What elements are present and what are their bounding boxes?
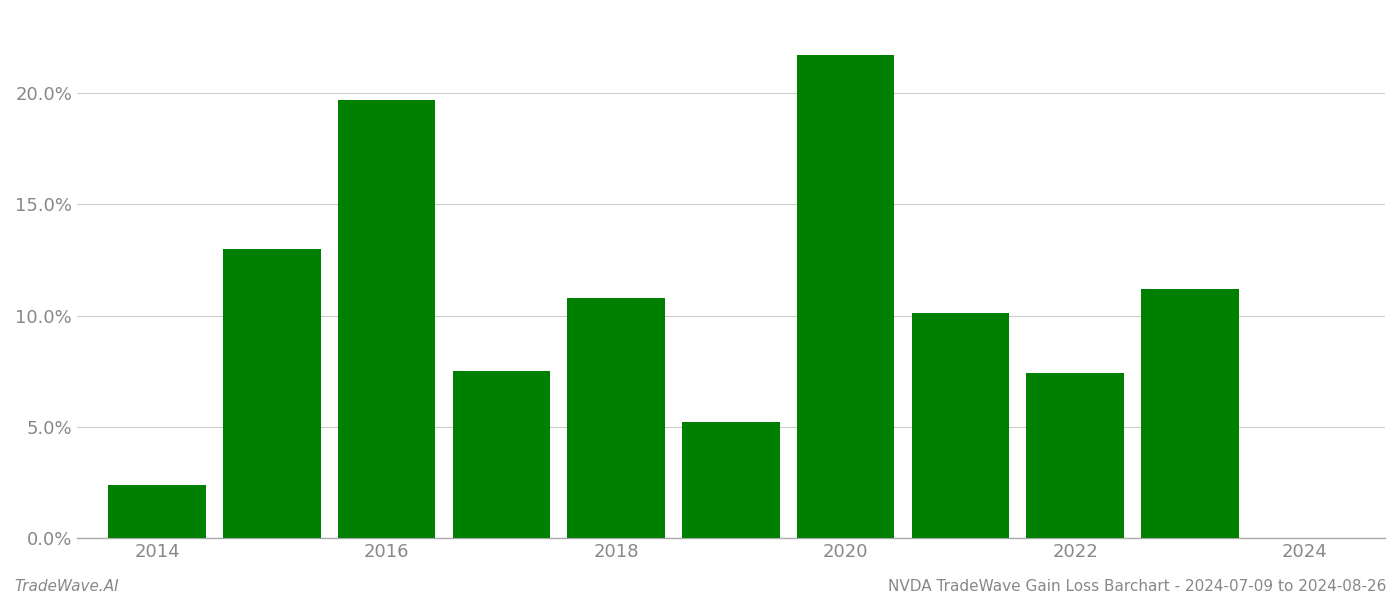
Bar bbox=[1141, 289, 1239, 538]
Bar bbox=[567, 298, 665, 538]
Bar bbox=[682, 422, 780, 538]
Bar bbox=[1026, 373, 1124, 538]
Bar bbox=[452, 371, 550, 538]
Text: NVDA TradeWave Gain Loss Barchart - 2024-07-09 to 2024-08-26: NVDA TradeWave Gain Loss Barchart - 2024… bbox=[888, 579, 1386, 594]
Bar bbox=[337, 100, 435, 538]
Bar bbox=[223, 249, 321, 538]
Text: TradeWave.AI: TradeWave.AI bbox=[14, 579, 119, 594]
Bar bbox=[108, 485, 206, 538]
Bar bbox=[911, 313, 1009, 538]
Bar bbox=[797, 55, 895, 538]
